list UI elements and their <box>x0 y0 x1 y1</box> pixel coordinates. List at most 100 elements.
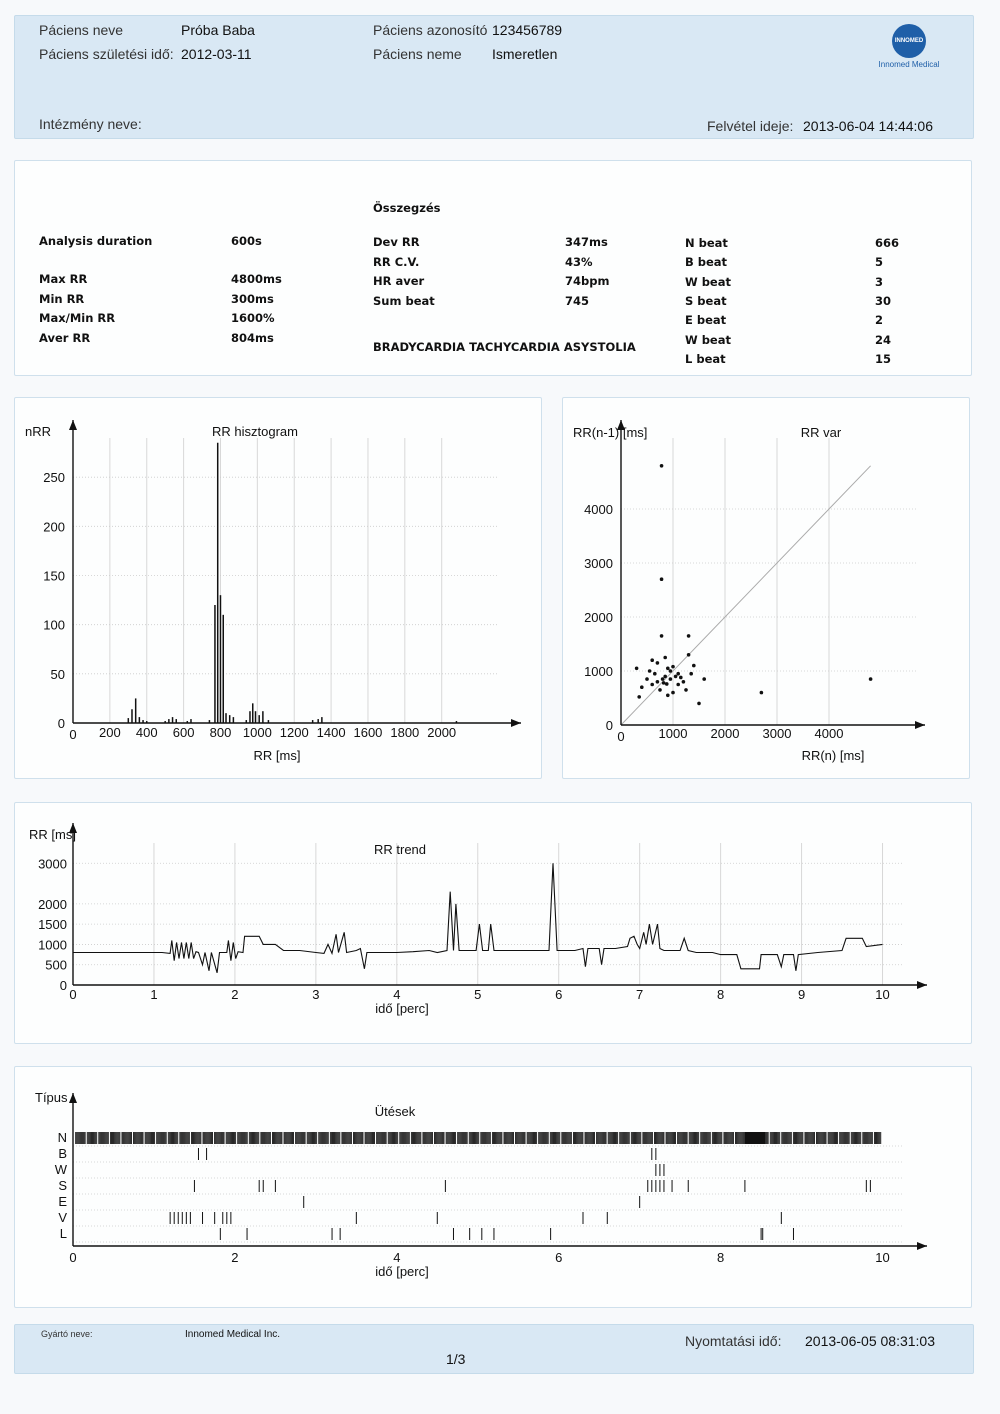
x-tick-label: 1 <box>150 987 157 1002</box>
category-label: S <box>58 1178 67 1193</box>
identity-line <box>620 465 871 726</box>
scatter-point <box>637 695 641 699</box>
x-tick-label: 0 <box>617 729 624 744</box>
scatter-point <box>676 671 680 676</box>
institution-label: Intézmény neve: <box>39 116 142 132</box>
x-tick-label: 2 <box>231 987 238 1002</box>
birth-date-value: 2012-03-11 <box>181 46 252 62</box>
x-tick-label: 1600 <box>353 725 382 740</box>
y-axis-arrow <box>617 420 625 430</box>
y-tick-label: 3000 <box>584 556 613 571</box>
y-axis-arrow <box>69 420 77 430</box>
beat-count-label: E beat <box>685 313 727 328</box>
y-tick-label: 1000 <box>38 937 67 952</box>
x-tick-label: 3 <box>312 987 319 1002</box>
birth-date-label: Páciens születési idő: <box>39 46 174 62</box>
x-axis-arrow <box>917 1242 927 1250</box>
print-time-value: 2013-06-05 08:31:03 <box>805 1333 935 1349</box>
x-tick-label: 5 <box>474 987 481 1002</box>
beat-count-label: S beat <box>685 293 727 308</box>
summary-metric-label: Aver RR <box>39 330 91 345</box>
beat-count-label: N beat <box>685 236 728 250</box>
scatter-point <box>671 664 675 669</box>
y-tick-label: 150 <box>43 569 65 584</box>
y-tick-label: 4000 <box>584 502 613 517</box>
rr-var-panel: 0 1000 2000 3000 4000 0 1000 2000 3000 4000 RR var… <box>562 397 970 779</box>
scatter-point <box>640 685 644 689</box>
x-tick-label: 7 <box>636 987 643 1002</box>
summary-metric-value: 600s <box>231 234 262 248</box>
beat-dense-region <box>744 1132 766 1144</box>
summary-metric-label: Dev RR <box>373 235 420 249</box>
chart-title: RR var <box>801 425 842 440</box>
category-label: N <box>58 1130 67 1145</box>
summary-metric-value: 1600% <box>231 311 275 325</box>
y-tick-label: 100 <box>43 618 65 633</box>
scatter-point <box>692 663 696 668</box>
scatter-point <box>658 688 662 692</box>
y-tick-label: 1500 <box>38 917 67 932</box>
summary-metric-label: RR C.V. <box>373 254 420 269</box>
summary-metric-value: 43% <box>565 254 593 269</box>
scatter-point <box>679 675 683 680</box>
scatter-point <box>653 671 657 676</box>
scatter-point <box>659 577 664 581</box>
category-label: B <box>58 1146 67 1161</box>
summary-metric-label: HR aver <box>373 274 425 288</box>
chart-title: RR hisztogram <box>212 424 298 439</box>
patient-name-value: Próba Baba <box>181 22 255 38</box>
x-tick-label: 4000 <box>815 726 844 741</box>
summary-metric-label: Max RR <box>39 272 88 286</box>
beat-count-value: 5 <box>875 255 884 270</box>
x-tick-label: 0 <box>69 987 76 1002</box>
scatter-point <box>759 690 764 695</box>
beat-count-value: 2 <box>875 313 884 328</box>
x-tick-label: 2 <box>231 1250 238 1265</box>
scatter-point <box>663 674 667 679</box>
beat-count-label: W beat <box>685 274 731 289</box>
y-axis-arrow <box>69 823 77 833</box>
scatter-point <box>681 680 686 684</box>
patient-sex-label: Páciens neme <box>373 46 462 62</box>
scatter-point <box>664 682 669 686</box>
y-tick-label: 0 <box>606 718 613 733</box>
x-tick-label: 3000 <box>763 726 792 741</box>
x-tick-label: 800 <box>210 725 232 740</box>
beat-count-value: 3 <box>875 274 884 289</box>
y-tick-label: 2000 <box>584 610 613 625</box>
x-tick-label: 1200 <box>280 725 309 740</box>
logo-caption: Innomed Medical <box>878 60 940 69</box>
x-axis-arrow <box>915 721 925 729</box>
print-time-label: Nyomtatási idő: <box>685 1333 782 1349</box>
summary-metric-value: 347ms <box>565 235 608 249</box>
x-tick-label: 4 <box>393 1250 400 1265</box>
y-axis-label: Típus <box>35 1090 68 1105</box>
x-tick-label: 1800 <box>390 725 419 740</box>
summary-metric-label: Max/Min RR <box>39 311 116 325</box>
x-axis-label: idő [perc] <box>375 1001 428 1016</box>
x-tick-label: 8 <box>717 987 724 1002</box>
recording-time-value: 2013-06-04 14:44:06 <box>803 118 933 134</box>
scatter-point <box>668 677 673 681</box>
y-tick-label: 1000 <box>584 664 613 679</box>
scatter-point <box>660 677 665 681</box>
scatter-point <box>666 666 670 671</box>
beat-count-value: 24 <box>875 332 892 347</box>
y-axis-arrow <box>69 1093 77 1103</box>
x-axis-label: RR [ms] <box>254 748 301 763</box>
histogram-panel: 0 200 400 600 800 1000 1200 1400 1600 1800 2000 0 50… <box>14 397 542 779</box>
scatter-point <box>671 690 675 695</box>
scatter-point <box>868 677 873 681</box>
beats-panel: N B W S E V L 0 2 4 6 8 10 Ütések idő [perc] Típus <box>14 1066 972 1308</box>
x-tick-label: 1000 <box>243 725 272 740</box>
page-number: 1/3 <box>446 1351 466 1367</box>
scatter-point <box>697 701 701 706</box>
chart-title: Ütések <box>375 1104 416 1119</box>
x-tick-label: 10 <box>875 987 889 1002</box>
x-tick-label: 10 <box>875 1250 889 1265</box>
category-label: L <box>60 1226 67 1241</box>
summary-metric-value: 804ms <box>231 330 274 345</box>
y-tick-label: 50 <box>51 667 65 682</box>
diagnosis-text: BRADYCARDIA TACHYCARDIA ASYSTOLIA <box>373 340 636 354</box>
